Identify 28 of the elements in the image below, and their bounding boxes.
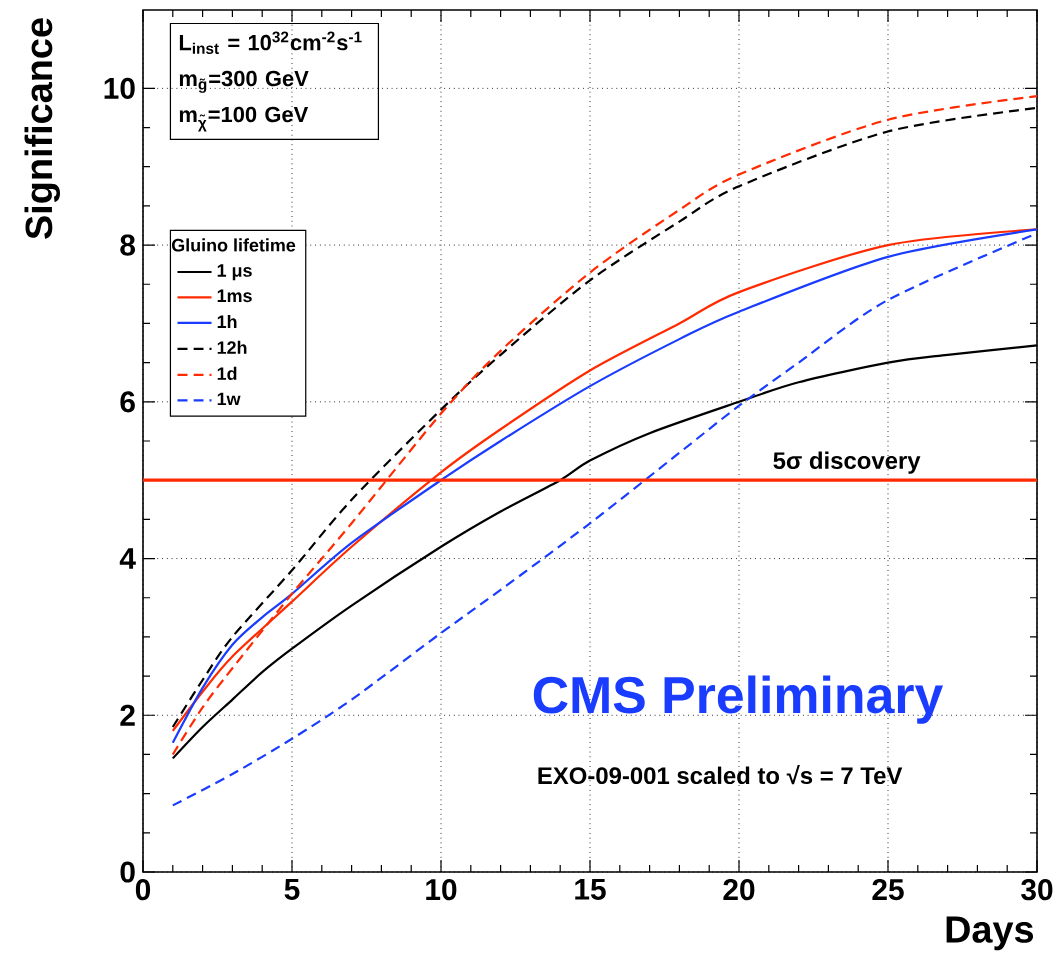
annotation: m$_{g̃}$=300 GeV [179, 70, 309, 93]
y-tick-label: 0 [120, 861, 135, 883]
x-axis-title: Days [946, 916, 1034, 951]
ref-line-label: 5σ discovery [773, 451, 921, 474]
annotation: L$_{inst}$ = 10$^{32}$cm$^{-2}$s$^{-1}$ [179, 31, 362, 54]
y-tick-label: 2 [120, 704, 135, 726]
y-axis-title: Significance [24, 18, 60, 239]
legend-label: 1w [217, 392, 241, 406]
x-tick-label: 25 [872, 879, 904, 901]
y-tick-label: 8 [120, 234, 136, 256]
legend-title: Gluino lifetime [171, 238, 296, 252]
annotation: EXO-09-001 scaled to √s = 7 TeV [538, 764, 903, 785]
legend-label: 1h [217, 314, 237, 328]
annotation: m$_{χ̃}$=100 GeV [179, 106, 309, 132]
y-tick-label: 6 [120, 391, 135, 413]
legend-label: 12h [217, 340, 247, 354]
x-tick-label: 15 [575, 879, 606, 900]
y-tick-label: 4 [119, 548, 136, 569]
legend-label: 1 μs [217, 264, 252, 281]
annotation: CMS Preliminary [533, 675, 944, 724]
legend-label: 1ms [217, 289, 252, 303]
legend-label: 1d [217, 366, 237, 381]
x-tick-label: 30 [1021, 879, 1053, 901]
x-tick-label: 0 [135, 879, 151, 901]
x-tick-label: 20 [723, 879, 755, 901]
y-tick-label: 10 [104, 77, 135, 99]
x-tick-label: 10 [426, 879, 457, 901]
x-tick-label: 5 [284, 879, 300, 900]
